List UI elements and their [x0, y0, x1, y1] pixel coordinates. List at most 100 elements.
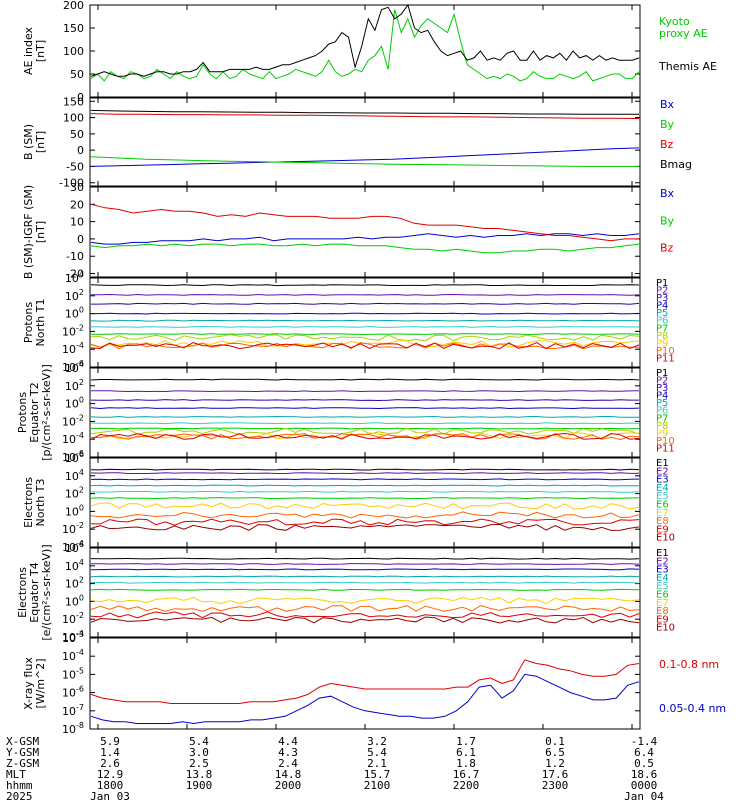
y-tick-label: 100	[65, 593, 84, 608]
legend-entry: Bz	[660, 242, 674, 255]
legend-entry: P2	[656, 376, 668, 387]
legend-entry: P11	[656, 443, 675, 454]
series-line-p8	[90, 334, 640, 342]
legend-entry: E7	[656, 508, 669, 519]
ephemeris-value: 5.4	[189, 735, 209, 748]
y-tick-label: -50	[66, 160, 84, 173]
series-line-e9	[90, 518, 640, 526]
series-line-bz	[90, 113, 640, 119]
series-line-p3	[91, 302, 640, 305]
y-tick-label: 100	[65, 396, 84, 411]
legend-entry: P7	[656, 323, 668, 334]
y-tick-label: 10-4	[62, 431, 84, 446]
legend-entry: 0.1-0.8 nm	[659, 658, 719, 671]
y-tick-label: 10-5	[62, 666, 84, 681]
series-line-p5	[90, 415, 639, 418]
ephemeris-value: 2.6	[100, 757, 120, 770]
ephemeris-value: 5.4	[367, 746, 387, 759]
y-tick-label: 10-4	[62, 648, 84, 663]
legend-entry: E5	[656, 581, 669, 592]
ephemeris-value: 2300	[542, 779, 569, 792]
series-line-p4	[90, 407, 640, 410]
series-line-p6	[90, 422, 640, 425]
date-start-label: Jan 03	[90, 790, 130, 800]
series-line-e3	[90, 478, 640, 481]
legend-entry: P4	[656, 301, 668, 312]
series-line-p11	[90, 432, 640, 441]
series-line-e8	[90, 604, 640, 613]
legend-entry: E9	[656, 614, 669, 625]
ephemeris-value: 16.7	[453, 768, 480, 781]
legend-entry: P9	[656, 428, 668, 439]
y-tick-label: 106	[65, 450, 84, 465]
legend-entry: E8	[656, 606, 669, 617]
series-line-bz	[90, 203, 639, 242]
ephemeris-value: 6.1	[456, 746, 476, 759]
series-line-p3	[90, 399, 639, 402]
ephemeris-row-label: MLT	[6, 768, 26, 781]
ephemeris-value: 2.5	[189, 757, 209, 770]
ephemeris-row-label: hhmm	[6, 779, 33, 792]
ephemeris-value: 3.2	[367, 735, 387, 748]
legend-entry: P10	[656, 346, 675, 357]
y-tick-label: 104	[65, 468, 84, 483]
series-line-e1	[90, 557, 640, 560]
series-line-e7	[90, 596, 640, 605]
ephemeris-value: 5.9	[100, 735, 120, 748]
series-line-e10	[90, 616, 640, 624]
series-line-e4	[90, 575, 640, 578]
y-axis-label: AE index[nT]	[22, 26, 47, 75]
ephemeris-value: 0000	[631, 779, 658, 792]
series-line-bmag	[90, 109, 639, 115]
legend-entry: E7	[656, 598, 669, 609]
legend-entry: E1	[656, 458, 669, 469]
series-line-p1	[90, 378, 640, 381]
legend-entry: P1	[656, 278, 668, 289]
ephemeris-value: 17.6	[542, 768, 569, 781]
series-line-e8	[90, 511, 640, 519]
legend-entry: P4	[656, 391, 668, 402]
legend-entry: E4	[656, 573, 669, 584]
y-axis-label: B (SM)[nT]	[22, 124, 47, 160]
panel-frame	[89, 367, 641, 458]
legend-entry: Bmag	[660, 158, 692, 171]
panel-xray: 10-8 10-7 10-6 10-5 10-4 10-3 X-ray flux[W/m^2…	[22, 630, 726, 736]
series-line-e9	[90, 611, 640, 619]
series-line-p7	[90, 427, 640, 430]
legend-entry: E5	[656, 491, 669, 502]
ephemeris-value: 6.4	[634, 746, 654, 759]
series-line-p4	[91, 312, 640, 315]
y-tick-label: 10-3	[62, 630, 84, 645]
y-tick-label: 100	[63, 45, 84, 58]
series-line-0-05-0-4-nm	[90, 673, 640, 725]
y-tick-label: 100	[65, 503, 84, 518]
y-axis-label: ElectronsNorth T3	[22, 477, 47, 528]
legend-entry: Bx	[660, 187, 675, 200]
panel-ae: 0 50 100 150 200 AE index[nT] Kyoto proxy AE The…	[22, 0, 717, 104]
ephemeris-value: -1.4	[631, 735, 658, 748]
series-line-p11	[90, 342, 640, 350]
legend-entry: By	[660, 118, 675, 131]
y-tick-label: -100	[59, 177, 84, 190]
series-line-p8	[90, 427, 640, 435]
y-tick-label: 104	[65, 360, 84, 375]
series-line-p7	[90, 333, 640, 336]
y-tick-label: 10-2	[62, 323, 84, 338]
ephemeris-value: 18.6	[631, 768, 658, 781]
series-line-p2	[90, 293, 640, 296]
y-tick-label: 100	[65, 306, 84, 321]
ephemeris-value: 2.1	[367, 757, 387, 770]
ephemeris-row-label: X-GSM	[6, 735, 39, 748]
ephemeris-value: 15.7	[364, 768, 391, 781]
y-tick-label: -20	[66, 268, 84, 281]
legend-entry: By	[660, 214, 675, 227]
legend-entry: E1	[656, 548, 669, 559]
legend-entry: E6	[656, 590, 669, 601]
legend-entry: P3	[656, 383, 668, 394]
panel-frame	[89, 547, 641, 638]
ephemeris-value: 2200	[453, 779, 480, 792]
